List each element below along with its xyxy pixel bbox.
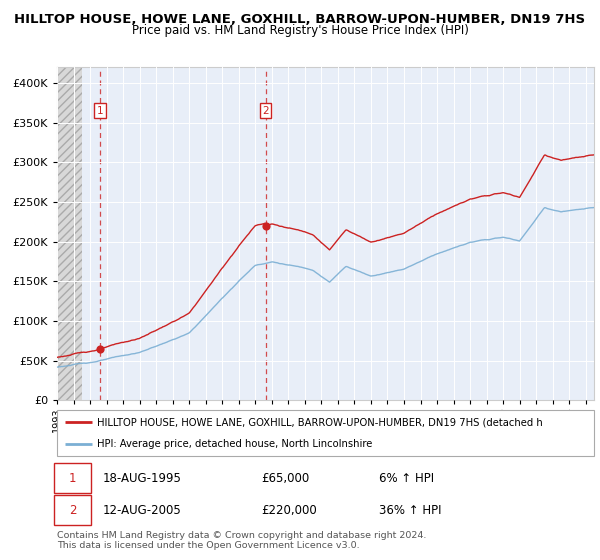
- Bar: [49, 67, 82, 400]
- FancyBboxPatch shape: [55, 495, 91, 525]
- Text: HILLTOP HOUSE, HOWE LANE, GOXHILL, BARROW-UPON-HUMBER, DN19 7HS (detached h: HILLTOP HOUSE, HOWE LANE, GOXHILL, BARRO…: [97, 417, 543, 427]
- Text: 1: 1: [97, 105, 104, 115]
- Text: 1: 1: [69, 472, 76, 485]
- Text: Price paid vs. HM Land Registry's House Price Index (HPI): Price paid vs. HM Land Registry's House …: [131, 24, 469, 38]
- Text: £220,000: £220,000: [261, 503, 317, 517]
- Text: Contains HM Land Registry data © Crown copyright and database right 2024.
This d: Contains HM Land Registry data © Crown c…: [57, 530, 427, 550]
- Text: 36% ↑ HPI: 36% ↑ HPI: [379, 503, 442, 517]
- FancyBboxPatch shape: [55, 463, 91, 493]
- Text: 12-AUG-2005: 12-AUG-2005: [103, 503, 181, 517]
- Text: 2: 2: [69, 503, 76, 517]
- Text: £65,000: £65,000: [261, 472, 310, 485]
- Text: 2: 2: [262, 105, 269, 115]
- Point: [95, 344, 105, 353]
- Text: 18-AUG-1995: 18-AUG-1995: [103, 472, 182, 485]
- Text: 6% ↑ HPI: 6% ↑ HPI: [379, 472, 434, 485]
- Point: [261, 221, 271, 230]
- Text: HILLTOP HOUSE, HOWE LANE, GOXHILL, BARROW-UPON-HUMBER, DN19 7HS: HILLTOP HOUSE, HOWE LANE, GOXHILL, BARRO…: [14, 13, 586, 26]
- Text: HPI: Average price, detached house, North Lincolnshire: HPI: Average price, detached house, Nort…: [97, 439, 373, 449]
